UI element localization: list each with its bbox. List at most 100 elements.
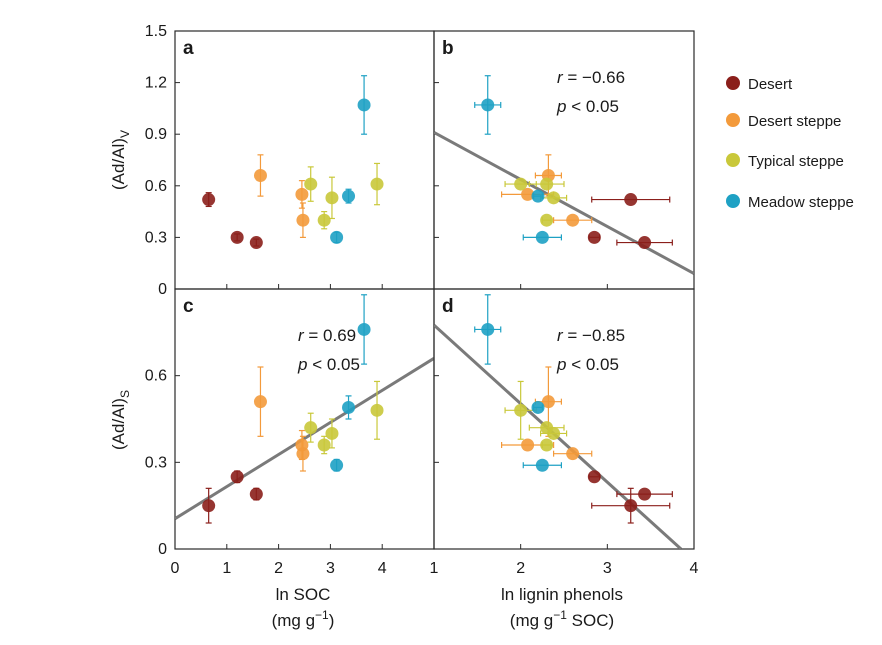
panel-b: b r = −0.66 p < 0.05 [433, 30, 695, 290]
legend: Desert Desert steppe Typical steppe Mead… [726, 76, 854, 211]
point-marker [357, 322, 371, 336]
panel-c-xtick-label: 0 [171, 560, 180, 577]
point-marker [304, 177, 318, 191]
panel-c-ytick-label: 0 [158, 541, 167, 558]
legend-marker-meadow-steppe [726, 194, 740, 208]
point-marker [547, 191, 561, 205]
point-marker [531, 400, 545, 414]
panel-d-r-value: r = −0.85 [557, 326, 625, 345]
data-point-desert [230, 470, 244, 484]
point-marker [541, 395, 555, 409]
data-point-desert [249, 236, 263, 250]
data-point-typical-steppe [325, 176, 339, 220]
y-axis-title-bottom: (Ad/Al)S [109, 390, 132, 450]
panel-c-letter: c [183, 296, 194, 317]
panel-a: 0 0.3 0.6 0.9 1.2 1.5 a [145, 23, 435, 298]
data-point-meadow-steppe [522, 230, 563, 244]
x-right-unit-a: (mg g [510, 611, 553, 630]
point-marker [481, 322, 495, 336]
point-marker [521, 187, 535, 201]
data-point-desert-steppe [253, 366, 267, 437]
legend-label-typical-steppe: Typical steppe [748, 153, 844, 170]
data-point-typical-steppe [528, 177, 565, 191]
point-marker [638, 236, 652, 250]
panel-c-ytick-label: 0.6 [145, 368, 167, 385]
data-point-typical-steppe [540, 213, 554, 227]
data-point-desert [230, 230, 244, 244]
legend-marker-desert [726, 76, 740, 90]
y-axis-title-bottom-sub: S [118, 390, 132, 398]
x-left-unit-sup: −1 [315, 608, 329, 622]
data-point-meadow-steppe [342, 395, 356, 420]
point-marker [342, 189, 356, 203]
point-marker [296, 447, 310, 461]
data-point-desert [591, 487, 671, 524]
data-point-desert [616, 487, 673, 501]
point-marker [357, 98, 371, 112]
point-marker [249, 487, 263, 501]
y-axis-title-top-main: (Ad/Al) [109, 138, 128, 190]
point-marker [521, 438, 535, 452]
point-marker [540, 177, 554, 191]
plot-layer: 00.30.60.91.21.5a br = −0.66p < 0.0500.30… [145, 23, 699, 577]
point-marker [624, 499, 638, 513]
panel-c-xtick-label: 2 [274, 560, 283, 577]
data-point-meadow-steppe [522, 458, 563, 472]
data-point-desert [587, 470, 601, 484]
point-marker [325, 426, 339, 440]
point-marker [317, 438, 331, 452]
point-marker [514, 403, 528, 417]
data-point-desert [616, 236, 673, 250]
data-point-typical-steppe [317, 211, 331, 230]
legend-marker-typical-steppe [726, 153, 740, 167]
x-axis-title-left-line2: (mg g−1) [272, 608, 335, 630]
panel-d-letter: d [442, 296, 454, 317]
panel-a-ytick-label: 1.2 [145, 75, 167, 92]
panel-a-letter: a [183, 38, 194, 59]
point-marker [547, 426, 561, 440]
legend-label-desert: Desert [748, 76, 793, 93]
panel-c-ytick-label: 0.3 [145, 454, 167, 471]
panel-a-ytick-label: 1.5 [145, 23, 167, 40]
data-point-desert-steppe [296, 202, 310, 238]
point-marker [330, 458, 344, 472]
panel-a-ytick-label: 0.3 [145, 229, 167, 246]
panel-d-xtick-label: 1 [430, 560, 439, 577]
data-point-desert [249, 487, 263, 501]
point-marker [566, 213, 580, 227]
panel-c-p-value: p < 0.05 [297, 355, 360, 374]
point-marker [249, 236, 263, 250]
data-point-meadow-steppe [342, 188, 356, 204]
data-point-meadow-steppe [330, 230, 344, 244]
data-point-desert-steppe [552, 447, 593, 461]
point-marker [370, 403, 384, 417]
panel-d-frame [433, 288, 695, 550]
point-marker [638, 487, 652, 501]
point-marker [296, 213, 310, 227]
panel-b-fit-line [434, 131, 694, 275]
data-point-meadow-steppe [357, 294, 371, 365]
data-point-meadow-steppe [531, 189, 545, 203]
data-point-typical-steppe [504, 380, 537, 440]
data-point-meadow-steppe [330, 458, 344, 472]
data-point-typical-steppe [304, 412, 318, 443]
point-marker [587, 230, 601, 244]
data-point-desert-steppe [296, 435, 310, 472]
point-marker [535, 458, 549, 472]
x-right-unit-sup: −1 [553, 608, 567, 622]
point-marker [535, 230, 549, 244]
y-axis-title-top-sub: V [118, 130, 132, 138]
data-point-meadow-steppe [474, 294, 502, 365]
panel-a-ytick-label: 0.6 [145, 178, 167, 195]
panel-b-p-value: p < 0.05 [556, 97, 619, 116]
x-axis-title-right-line1: ln lignin phenols [501, 585, 623, 604]
data-point-meadow-steppe [531, 400, 545, 414]
panel-c-r-value: r = 0.69 [298, 326, 356, 345]
panel-d-xtick-label: 4 [690, 560, 699, 577]
point-marker [540, 438, 554, 452]
data-point-desert-steppe [253, 154, 267, 197]
x-left-unit-b: ) [329, 611, 335, 630]
data-point-typical-steppe [304, 166, 318, 202]
x-right-unit-b: SOC) [567, 611, 614, 630]
panel-c-xtick-label: 1 [222, 560, 231, 577]
